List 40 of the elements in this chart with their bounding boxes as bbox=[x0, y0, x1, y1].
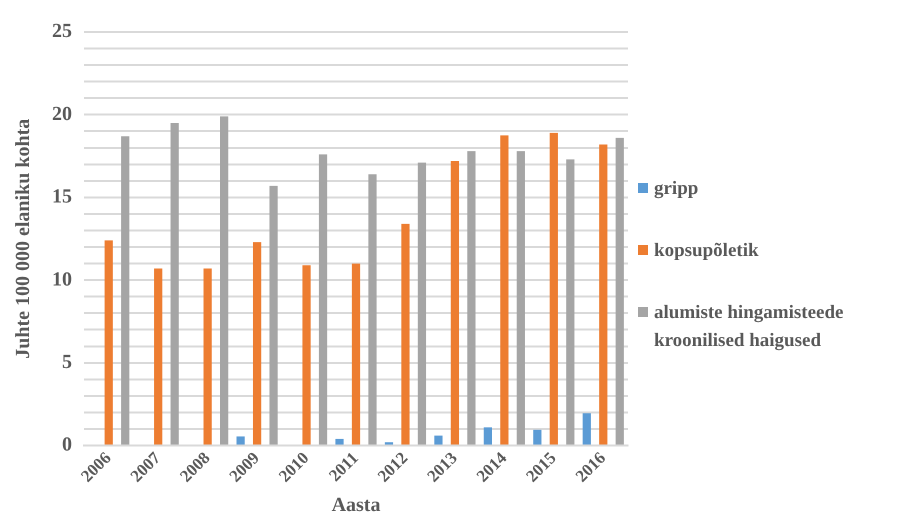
bar bbox=[418, 162, 426, 445]
bar bbox=[269, 186, 278, 445]
bar bbox=[484, 427, 492, 445]
bar bbox=[599, 144, 608, 445]
bar bbox=[582, 413, 591, 445]
legend-label: alumiste hingamisteede kroonilised haigused bbox=[654, 301, 844, 353]
bar bbox=[450, 161, 460, 445]
legend-label: gripp bbox=[654, 177, 698, 201]
bar bbox=[368, 174, 377, 445]
bar bbox=[104, 240, 113, 445]
bar bbox=[401, 224, 410, 445]
bar bbox=[220, 116, 228, 445]
bar bbox=[550, 132, 558, 445]
y-tick-label: 5 bbox=[62, 351, 72, 373]
bar bbox=[616, 138, 624, 445]
legend-label: kopsupõletik bbox=[654, 239, 759, 263]
bar bbox=[434, 436, 443, 445]
bar bbox=[302, 265, 311, 445]
y-tick-label: 15 bbox=[52, 186, 72, 208]
bar bbox=[500, 135, 508, 445]
bar bbox=[154, 268, 162, 445]
bar bbox=[318, 154, 328, 445]
y-tick-label: 0 bbox=[62, 434, 72, 456]
bar bbox=[204, 268, 212, 445]
x-axis-title: Aasta bbox=[332, 494, 380, 516]
y-tick-label: 10 bbox=[52, 268, 72, 290]
bar bbox=[566, 159, 574, 445]
y-axis-title: Juhte 100 000 elaniku kohta bbox=[12, 118, 34, 359]
bar bbox=[516, 151, 525, 445]
bar bbox=[533, 430, 542, 445]
y-tick-label: 20 bbox=[52, 102, 72, 125]
bar bbox=[170, 122, 179, 445]
bar bbox=[467, 151, 476, 445]
bar bbox=[384, 442, 394, 445]
bar bbox=[352, 264, 360, 445]
bar bbox=[252, 242, 262, 445]
y-tick-label: 25 bbox=[52, 20, 72, 42]
bar bbox=[236, 436, 245, 445]
bar bbox=[121, 136, 130, 445]
bar bbox=[335, 438, 344, 445]
